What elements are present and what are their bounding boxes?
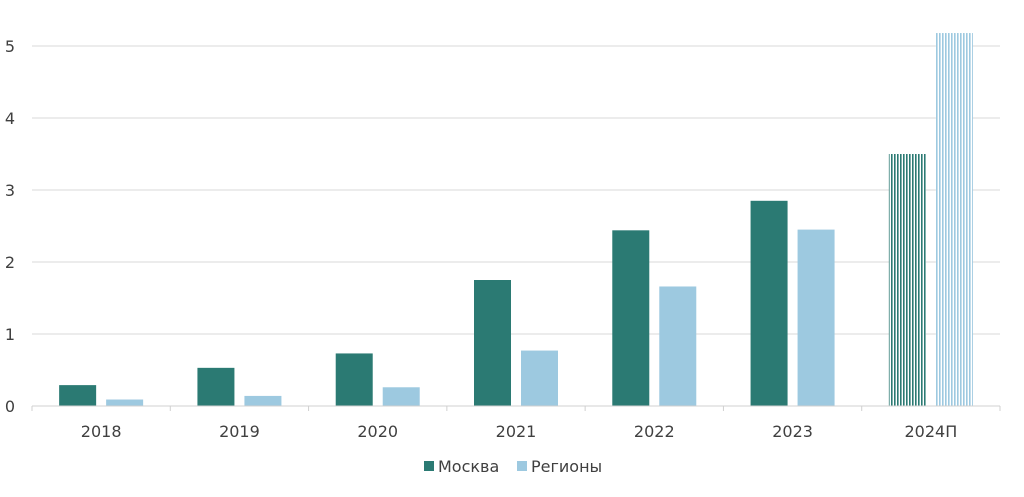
bar-регионы-2019 [244, 395, 282, 406]
bar-москва-2021 [474, 280, 511, 406]
bar-москва-2024П [888, 154, 926, 406]
y-tick-label: 0 [5, 397, 15, 416]
y-tick-label: 1 [5, 325, 15, 344]
y-tick-label: 3 [5, 181, 15, 200]
x-axis-ticks: 2018 2019 2020 2021 2022 2023 2024П [31, 406, 1001, 441]
x-tick-label: 2018 [81, 422, 122, 441]
y-axis-ticks: 0 1 2 3 4 5 [5, 37, 15, 416]
legend-label-1: Регионы [531, 457, 602, 476]
bars [59, 33, 973, 406]
y-tick-label: 2 [5, 253, 15, 272]
bar-москва-2020 [335, 353, 373, 406]
legend-swatch-1 [517, 461, 527, 471]
x-tick-label: 2024П [904, 422, 957, 441]
legend: Москва Регионы [424, 457, 602, 476]
bar-москва-2022 [612, 230, 650, 406]
bar-москва-2023 [750, 200, 788, 406]
x-tick-label: 2019 [219, 422, 260, 441]
x-tick-label: 2022 [634, 422, 675, 441]
x-tick-label: 2023 [772, 422, 813, 441]
bar-регионы-2024П [935, 33, 973, 406]
bar-москва-2019 [197, 367, 235, 406]
bar-регионы-2020 [382, 387, 420, 406]
x-tick-label: 2021 [496, 422, 537, 441]
y-tick-label: 5 [5, 37, 15, 56]
bar-регионы-2023 [797, 229, 835, 406]
x-tick-label: 2020 [357, 422, 398, 441]
gridlines [32, 45, 1000, 335]
bar-регионы-2022 [659, 286, 697, 406]
legend-label-0: Москва [438, 457, 499, 476]
legend-swatch-0 [424, 461, 434, 471]
bar-регионы-2021 [521, 350, 558, 406]
y-tick-label: 4 [5, 109, 15, 128]
bar-москва-2018 [59, 385, 97, 406]
bar-регионы-2018 [106, 399, 144, 406]
